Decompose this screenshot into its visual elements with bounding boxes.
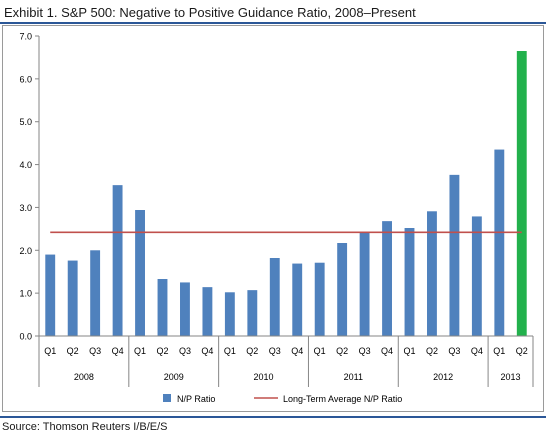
legend-swatch-np-ratio bbox=[163, 394, 171, 402]
bar bbox=[471, 216, 482, 336]
bar bbox=[404, 228, 415, 336]
year-label: 2009 bbox=[164, 372, 184, 382]
y-tick-label: 4.0 bbox=[19, 160, 32, 170]
x-tick-label: Q3 bbox=[269, 346, 281, 356]
x-tick-label: Q3 bbox=[359, 346, 371, 356]
year-label: 2010 bbox=[254, 372, 274, 382]
x-tick-label: Q2 bbox=[426, 346, 438, 356]
bar bbox=[269, 258, 280, 336]
guidance-ratio-chart: 0.01.02.03.04.05.06.07.0 Q1 Q2 Q3 Q4 Q1 Q2 Q3 Q… bbox=[19, 32, 534, 404]
x-tick-label: Q3 bbox=[448, 346, 460, 356]
x-tick-label: Q4 bbox=[381, 346, 393, 356]
x-tick-label: Q1 bbox=[314, 346, 326, 356]
y-tick-label: 2.0 bbox=[19, 246, 32, 256]
year-label: 2011 bbox=[344, 372, 363, 382]
x-tick-label: Q2 bbox=[67, 346, 79, 356]
x-tick-label: Q4 bbox=[291, 346, 303, 356]
bar bbox=[135, 210, 145, 336]
bar bbox=[67, 260, 78, 336]
x-tick-label: Q4 bbox=[471, 346, 483, 356]
bar bbox=[224, 292, 235, 336]
x-tick-label: Q4 bbox=[112, 346, 124, 356]
bar bbox=[337, 243, 348, 336]
bar bbox=[157, 279, 168, 336]
y-tick-label: 6.0 bbox=[19, 74, 32, 84]
bar bbox=[112, 185, 123, 336]
year-label: 2008 bbox=[74, 372, 94, 382]
legend-label-average: Long-Term Average N/P Ratio bbox=[283, 394, 402, 404]
x-tick-label: Q1 bbox=[224, 346, 236, 356]
bar bbox=[292, 263, 303, 336]
x-tick-label: Q2 bbox=[156, 346, 168, 356]
bar bbox=[180, 282, 190, 336]
x-tick-label: Q1 bbox=[44, 346, 56, 356]
bar bbox=[516, 51, 527, 336]
title-rule bbox=[0, 22, 546, 24]
legend: N/P Ratio Long-Term Average N/P Ratio bbox=[163, 394, 402, 404]
bars bbox=[45, 51, 527, 336]
x-tick-label: Q2 bbox=[516, 346, 528, 356]
bar bbox=[45, 254, 56, 336]
bar bbox=[202, 287, 213, 336]
x-tick-label: Q1 bbox=[403, 346, 415, 356]
year-label: 2013 bbox=[501, 372, 521, 382]
x-tick-label: Q2 bbox=[336, 346, 348, 356]
y-axis: 0.0 1.0 2.0 3.0 4.0 5.0 6.0 7.0 bbox=[19, 32, 40, 342]
source-note: Source: Thomson Reuters I/B/E/S bbox=[2, 421, 168, 433]
y-tick-label: 1.0 bbox=[19, 289, 32, 299]
chart-frame bbox=[2, 25, 544, 412]
x-tick-label: Q1 bbox=[134, 346, 146, 356]
legend-label-np-ratio: N/P Ratio bbox=[177, 394, 215, 404]
bar bbox=[427, 211, 437, 336]
x-tick-label: Q4 bbox=[201, 346, 213, 356]
chart-title: Exhibit 1. S&P 500: Negative to Positive… bbox=[4, 5, 416, 20]
x-tick-label: Q3 bbox=[179, 346, 191, 356]
bar bbox=[382, 221, 392, 336]
bar bbox=[494, 149, 505, 336]
y-tick-label: 0.0 bbox=[19, 332, 32, 342]
y-tick-label: 5.0 bbox=[19, 117, 32, 127]
y-tick-label: 7.0 bbox=[19, 32, 32, 42]
bar bbox=[449, 174, 460, 336]
x-tick-label: Q1 bbox=[493, 346, 505, 356]
x-tick-label: Q2 bbox=[246, 346, 258, 356]
bar bbox=[90, 250, 101, 336]
bar bbox=[359, 232, 370, 336]
x-axis: Q1 Q2 Q3 Q4 Q1 Q2 Q3 Q4 Q1 Q2 Q3 Q4 Q1 Q2 Q3 Q4 Q1 Q2 Q3 Q4… bbox=[38, 335, 534, 387]
y-tick-label: 3.0 bbox=[19, 203, 32, 213]
source-rule bbox=[0, 416, 546, 418]
year-label: 2012 bbox=[433, 372, 453, 382]
bar bbox=[247, 290, 258, 336]
bar bbox=[314, 262, 325, 336]
x-tick-label: Q3 bbox=[89, 346, 101, 356]
